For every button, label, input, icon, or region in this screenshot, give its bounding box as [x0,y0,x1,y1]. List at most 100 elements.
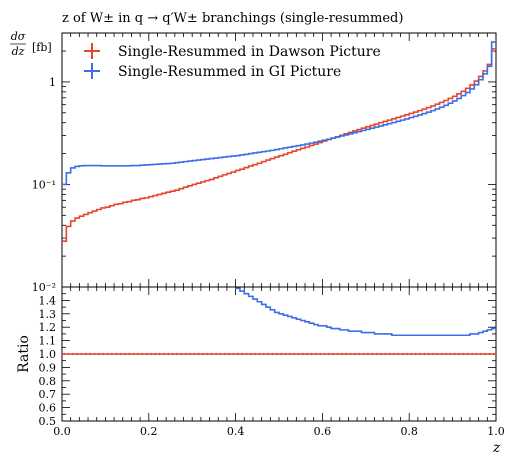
ratio-y-tick-label: 0.9 [39,361,57,374]
ylabel-dsigma: dσ [11,30,26,43]
ratio-y-tick-label: 1.1 [39,335,57,348]
ratio-point-dawson [349,352,352,356]
ratio-point-dawson [462,352,465,356]
ratio-point-dawson [323,352,326,356]
ratio-point-dawson [319,352,322,356]
legend-item-dawson: Single-Resummed in Dawson Picture [84,43,381,60]
legend-label-dawson: Single-Resummed in Dawson Picture [118,44,381,60]
ratio-point-dawson [475,352,478,356]
ratio-point-dawson [193,352,196,356]
ratio-point-dawson [80,352,83,356]
ratio-point-dawson [314,352,317,356]
ratio-point-dawson [479,352,482,356]
ratio-point-dawson [358,352,361,356]
main-series [62,41,496,242]
ratio-point-dawson [288,352,291,356]
ratio-point-dawson [71,352,74,356]
ratio-point-dawson [375,352,378,356]
ratio-point-dawson [436,352,439,356]
x-tick-label: 0.2 [140,425,158,438]
y-tick-label: 10⁻¹ [32,178,56,191]
ratio-point-dawson [210,352,213,356]
ratio-series [62,287,496,356]
ratio-point-dawson [141,352,144,356]
ratio-y-tick-label: 1.3 [39,308,57,321]
ratio-point-dawson [297,352,300,356]
ratio-point-dawson [214,352,218,356]
ratio-point-dawson [102,352,105,356]
x-tick-label: 0.8 [400,425,418,438]
ratio-point-dawson [149,352,153,356]
ratio-point-dawson [154,352,157,356]
ratio-point-dawson [397,352,400,356]
ratio-point-dawson [258,352,261,356]
series-line-gi [62,41,496,186]
ratio-line-gi [235,287,496,337]
ratio-point-dawson [410,352,413,356]
ratio-point-dawson [444,352,448,356]
ylabel-dz: dz [12,45,25,58]
ratio-point-dawson [366,352,370,356]
ratio-point-dawson [97,352,100,356]
ratio-point-dawson [167,352,170,356]
ratio-y-tick-label: 1.2 [39,321,57,334]
ratio-point-dawson [427,352,430,356]
ratio-point-dawson [280,352,283,356]
ratio-point-dawson [76,352,79,356]
ratio-point-dawson [110,352,114,356]
ratio-plot: 0.50.60.70.80.91.01.11.21.31.40.0 0.2 0.4 0… [39,286,505,438]
y-tick-label: 1 [49,76,56,89]
ratio-point-dawson [423,352,426,356]
ratio-point-dawson [271,352,274,356]
ratio-point-dawson [336,352,339,356]
ratio-point-dawson [145,352,148,356]
ratio-point-dawson [484,352,487,356]
ratio-y-tick-label: 0.5 [39,415,57,428]
ratio-point-dawson [362,352,365,356]
ratio-y-tick-label: 1.4 [39,294,57,307]
ratio-point-dawson [241,352,244,356]
ratio-point-dawson [128,352,131,356]
ratio-point-dawson [123,352,127,356]
ratio-point-dawson [275,352,278,356]
ratio-point-dawson [227,352,231,356]
ratio-point-dawson [458,352,461,356]
ratio-point-dawson [232,352,235,356]
ratio-point-dawson [379,352,383,356]
ratio-point-dawson [431,352,435,356]
ratio-point-dawson [89,352,92,356]
ratio-point-dawson [158,352,161,356]
ratio-point-dawson [267,352,270,356]
ratio-point-dawson [310,352,313,356]
legend-item-gi: Single-Resummed in GI Picture [84,63,341,80]
legend: Single-Resummed in Dawson Picture Single… [84,43,381,80]
chart-title: z of W± in q → q′W± branchings (single-r… [62,11,403,26]
ylabel-unit: [fb] [32,41,52,54]
ratio-y-axis-label: Ratio [16,335,32,373]
y-tick-label: 10⁻² [32,281,56,294]
x-axis-label: z [492,440,501,456]
ratio-point-dawson [449,352,452,356]
ratio-point-dawson [67,352,70,356]
main-y-ticks: 1 10⁻¹ 10⁻² [32,32,497,294]
ratio-point-dawson [492,352,495,356]
ratio-point-dawson [132,352,135,356]
ratio-point-dawson [223,352,226,356]
legend-label-gi: Single-Resummed in GI Picture [118,64,341,80]
x-tick-label: 0.4 [227,425,245,438]
ratio-point-dawson [388,352,391,356]
ratio-point-dawson [119,352,122,356]
ratio-point-dawson [262,352,265,356]
ratio-point-dawson [471,352,474,356]
ratio-point-dawson [188,352,192,356]
ratio-point-dawson [405,352,409,356]
ratio-y-tick-label: 0.8 [39,375,57,388]
ratio-point-dawson [106,352,109,356]
ratio-point-dawson [236,352,239,356]
ratio-point-dawson [466,352,469,356]
ratio-point-dawson [115,352,118,356]
ratio-point-dawson [306,352,309,356]
ratio-point-dawson [340,352,344,356]
ratio-point-dawson [440,352,443,356]
